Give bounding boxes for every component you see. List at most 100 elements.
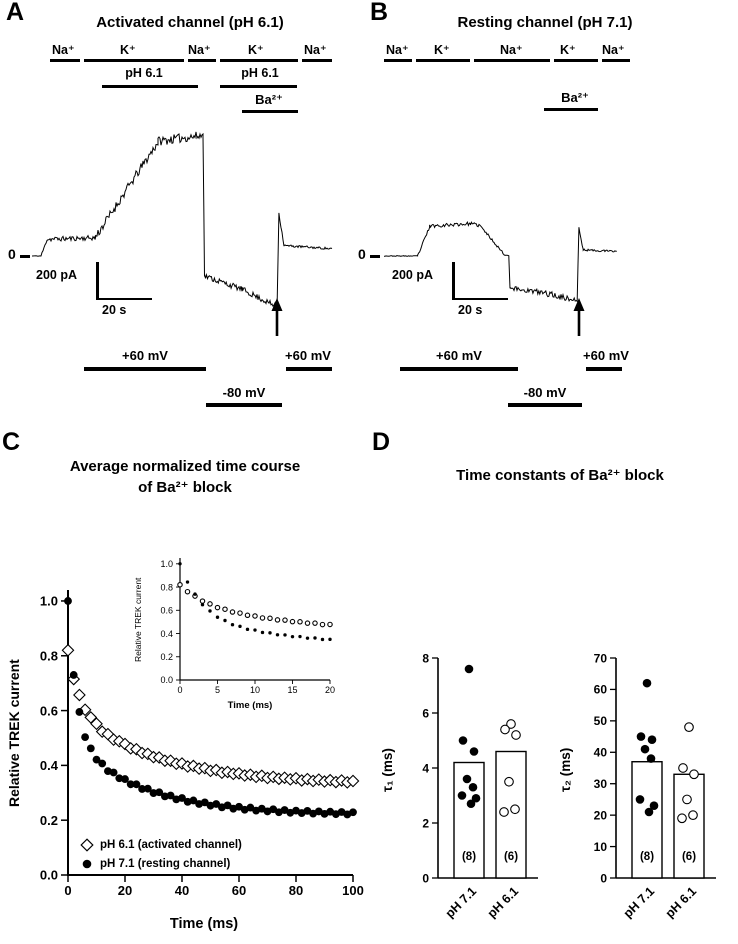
svg-text:1.0: 1.0 — [160, 559, 173, 569]
panel-title: Resting channel (pH 7.1) — [457, 14, 633, 31]
diamond-open-icon — [80, 837, 94, 852]
x-axis-label: Time (ms) — [169, 916, 239, 932]
time-scale-bar — [96, 297, 152, 300]
svg-text:0.6: 0.6 — [160, 606, 173, 616]
svg-text:0.4: 0.4 — [40, 758, 59, 773]
voltage-step-label: +60 mV — [436, 348, 482, 363]
block-arrow-icon — [573, 298, 585, 336]
ph-label: pH 6.1 — [241, 66, 279, 80]
zero-level-label: 0 — [358, 246, 366, 262]
svg-text:pH 6.1: pH 6.1 — [663, 884, 699, 920]
svg-text:40: 40 — [175, 883, 189, 898]
voltage-step-bar — [84, 367, 206, 371]
svg-text:20: 20 — [118, 883, 132, 898]
svg-text:15: 15 — [287, 685, 297, 695]
solution-label: Na⁺ — [500, 43, 523, 57]
tau2-chart: 0 10 20 30 40 50 60 70 (8) pH 7.1 (6) pH 6.1 — [594, 651, 716, 921]
barium-application-bar — [544, 108, 598, 111]
solution-bar — [416, 59, 470, 62]
solution-bar — [554, 59, 598, 62]
solution-bar — [50, 59, 80, 62]
svg-text:10: 10 — [594, 840, 608, 854]
current-trace-chart-a — [32, 131, 333, 308]
solution-bar — [602, 59, 630, 62]
ph-label: pH 6.1 — [125, 66, 163, 80]
current-scale-label: 200 pA — [392, 268, 433, 282]
solution-label: Na⁺ — [188, 43, 211, 57]
solution-label: K⁺ — [560, 43, 576, 57]
svg-text:(6): (6) — [682, 851, 696, 863]
voltage-step-bar — [586, 367, 622, 371]
svg-text:(8): (8) — [462, 851, 476, 863]
svg-text:10: 10 — [250, 685, 260, 695]
svg-text:2: 2 — [422, 816, 429, 830]
legend: pH 6.1 (activated channel) pH 7.1 (resti… — [80, 835, 242, 873]
svg-text:0: 0 — [177, 685, 182, 695]
panel-label: D — [372, 428, 391, 456]
barium-label: Ba²⁺ — [561, 90, 589, 105]
panel-title: of Ba²⁺ block — [138, 479, 232, 496]
svg-text:(6): (6) — [504, 851, 518, 863]
svg-text:20: 20 — [325, 685, 335, 695]
panel-title: Activated channel (pH 6.1) — [96, 14, 284, 31]
solution-bar — [188, 59, 216, 62]
current-trace-chart-b — [384, 221, 617, 303]
svg-text:0.8: 0.8 — [160, 582, 173, 592]
legend-item: pH 6.1 (activated channel) — [80, 835, 242, 854]
svg-text:40: 40 — [594, 746, 608, 760]
solution-label: Na⁺ — [386, 43, 409, 57]
voltage-step-label: +60 mV — [122, 348, 168, 363]
svg-text:8: 8 — [422, 651, 429, 665]
solution-label: K⁺ — [434, 43, 450, 57]
svg-text:pH 6.1: pH 6.1 — [485, 884, 521, 920]
svg-text:100: 100 — [342, 883, 364, 898]
ph-application-bar — [102, 85, 198, 88]
svg-text:60: 60 — [594, 683, 608, 697]
voltage-step-label: +60 mV — [285, 348, 331, 363]
panel-title: Average normalized time course — [69, 458, 301, 475]
svg-text:pH 7.1: pH 7.1 — [621, 884, 657, 920]
barium-application-bar — [242, 110, 298, 113]
solution-bar — [384, 59, 412, 62]
legend-label: pH 7.1 (resting channel) — [100, 857, 231, 870]
circle-filled-icon — [82, 859, 92, 868]
svg-text:80: 80 — [289, 883, 303, 898]
voltage-step-bar — [400, 367, 518, 371]
svg-text:0.0: 0.0 — [40, 868, 58, 883]
svg-text:70: 70 — [594, 651, 608, 665]
solution-bar — [220, 59, 298, 62]
current-scale-label: 200 pA — [36, 268, 77, 282]
svg-text:pH 7.1: pH 7.1 — [443, 884, 479, 920]
solution-bar — [84, 59, 184, 62]
solution-bar — [302, 59, 332, 62]
zero-level-tick — [370, 255, 380, 258]
current-scale-bar — [96, 262, 99, 300]
panel-label: A — [6, 0, 25, 26]
voltage-step-label: +60 mV — [583, 348, 629, 363]
y-axis-label: τ₂ (ms) — [558, 747, 573, 793]
time-scale-bar — [452, 297, 508, 300]
svg-text:0: 0 — [422, 871, 429, 885]
svg-text:0.2: 0.2 — [40, 813, 58, 828]
panel-label: B — [370, 0, 389, 26]
svg-text:60: 60 — [232, 883, 246, 898]
solution-label: Na⁺ — [52, 43, 75, 57]
inset-chart: 0 5 10 15 20 0.0 0.2 0.4 0.6 0.8 1.0 — [160, 558, 335, 695]
svg-text:20: 20 — [594, 808, 608, 822]
svg-text:0: 0 — [64, 883, 71, 898]
time-scale-label: 20 s — [102, 303, 127, 317]
svg-text:(8): (8) — [640, 851, 654, 863]
time-scale-label: 20 s — [458, 303, 483, 317]
y-axis-label: Relative TREK current — [133, 577, 143, 663]
solution-label: K⁺ — [248, 43, 264, 57]
svg-text:0.4: 0.4 — [160, 629, 173, 639]
svg-text:0: 0 — [600, 871, 607, 885]
zero-level-tick — [20, 255, 30, 258]
voltage-step-label: -80 mV — [222, 385, 266, 400]
svg-text:30: 30 — [594, 777, 608, 791]
svg-text:0.8: 0.8 — [40, 648, 58, 663]
zero-level-label: 0 — [8, 246, 16, 262]
legend-label: pH 6.1 (activated channel) — [100, 838, 242, 851]
